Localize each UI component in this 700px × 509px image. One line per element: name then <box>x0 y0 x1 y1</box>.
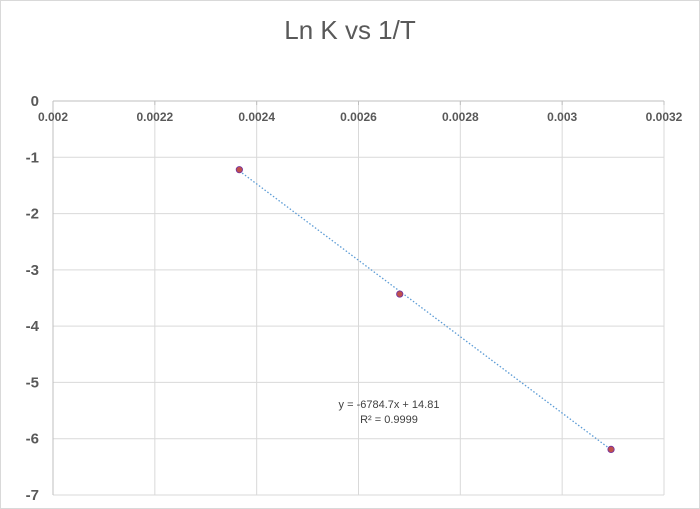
data-point[interactable] <box>235 166 243 174</box>
data-point[interactable] <box>396 290 404 298</box>
x-tick-label: 0.0024 <box>238 110 275 124</box>
data-points <box>235 166 615 454</box>
y-tick-label: -5 <box>26 374 39 391</box>
vertical-gridlines <box>154 101 665 495</box>
y-tick-label: 0 <box>31 93 39 110</box>
trendline-annotation: y = -6784.7x + 14.81 R² = 0.9999 <box>339 399 440 426</box>
horizontal-gridlines <box>53 156 664 496</box>
y-tick-label: -3 <box>26 262 39 279</box>
data-point[interactable] <box>607 445 615 454</box>
trendline-group <box>238 170 612 451</box>
y-tick-label: -1 <box>26 149 39 166</box>
y-tick-label: -6 <box>26 431 39 448</box>
x-tick-label: 0.0028 <box>442 110 479 124</box>
y-tick-label: -7 <box>26 487 39 504</box>
y-tick-labels: 0 -1 -2 -3 -4 -5 -6 -7 <box>26 93 40 504</box>
axes <box>52 100 665 495</box>
x-tick-label: 0.003 <box>547 110 577 124</box>
x-tick-label: 0.0026 <box>340 110 377 124</box>
chart-title: Ln K vs 1/T <box>284 15 416 45</box>
x-tick-label: 0.0022 <box>136 110 173 124</box>
trendline-equation: y = -6784.7x + 14.81 <box>339 399 440 411</box>
trendline <box>238 170 612 451</box>
trendline-r-squared: R² = 0.9999 <box>360 414 418 426</box>
x-tick-label: 0.0032 <box>646 110 683 124</box>
y-tick-label: -4 <box>26 318 40 335</box>
x-tick-labels: 0.002 0.0022 0.0024 0.0026 0.0028 0.003 0.0032 <box>38 110 683 124</box>
x-tick-label: 0.002 <box>38 110 68 124</box>
y-tick-label: -2 <box>26 206 39 223</box>
